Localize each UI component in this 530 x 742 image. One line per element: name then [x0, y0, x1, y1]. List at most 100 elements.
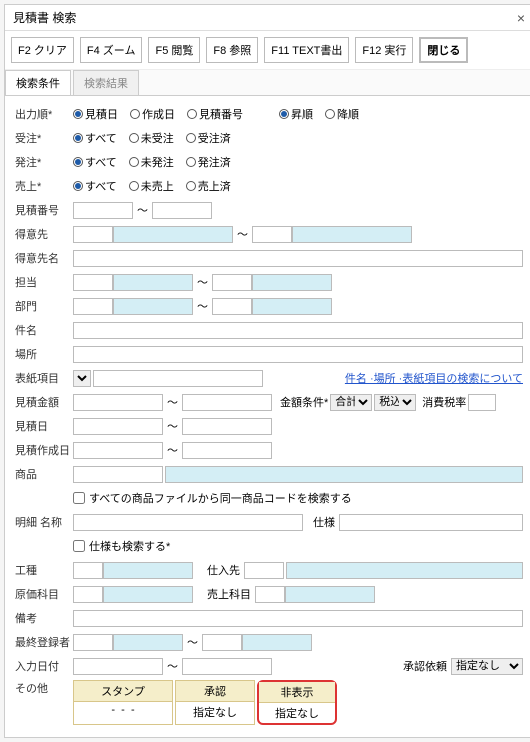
hyoshi-input[interactable]	[93, 370, 263, 387]
est-no-to[interactable]	[152, 202, 212, 219]
tokui-name-from[interactable]	[113, 226, 233, 243]
label-order: 受注*	[15, 130, 73, 146]
koshu-code[interactable]	[73, 562, 103, 579]
amount-cond2[interactable]: 税込	[374, 394, 416, 411]
radio-uri-done[interactable]: 売上済	[186, 178, 231, 194]
radio-order-not[interactable]: 未受注	[129, 130, 174, 146]
f11-text-button[interactable]: F11 TEXT書出	[264, 37, 349, 63]
label-shiyou: 仕様	[313, 514, 335, 530]
check-all-files[interactable]: すべての商品ファイルから同一商品コードを検索する	[73, 490, 352, 506]
radio-estimate-date[interactable]: 見積日	[73, 106, 118, 122]
lastreg-from-name[interactable]	[113, 634, 183, 651]
basho-input[interactable]	[73, 346, 523, 363]
lastreg-from-code[interactable]	[73, 634, 113, 651]
label-hajime: 発注*	[15, 154, 73, 170]
radio-order-all[interactable]: すべて	[73, 130, 117, 146]
bumon-name-from[interactable]	[113, 298, 193, 315]
radio-estimate-no[interactable]: 見積番号	[187, 106, 243, 122]
shiire-name[interactable]	[286, 562, 523, 579]
detail-name-input[interactable]	[73, 514, 303, 531]
radio-haj-not[interactable]: 未発注	[129, 154, 174, 170]
label-genka: 原価科目	[15, 586, 73, 602]
f2-clear-button[interactable]: F2 クリア	[11, 37, 74, 63]
f4-zoom-button[interactable]: F4 ズーム	[80, 37, 143, 63]
biko-input[interactable]	[73, 610, 523, 627]
tanto-name-to[interactable]	[252, 274, 332, 291]
product-code[interactable]	[73, 466, 163, 483]
created-from[interactable]	[73, 442, 163, 459]
label-tokui-name: 得意先名	[15, 250, 73, 266]
lastreg-to-name[interactable]	[242, 634, 312, 651]
tokui-name-input[interactable]	[73, 250, 523, 267]
label-output-order: 出力順*	[15, 106, 73, 122]
label-basho: 場所	[15, 346, 73, 362]
est-date-from[interactable]	[73, 418, 163, 435]
other-approval[interactable]: 承認 指定なし	[175, 680, 255, 725]
f5-browse-button[interactable]: F5 閲覧	[148, 37, 200, 63]
lastreg-to-code[interactable]	[202, 634, 242, 651]
check-shiyou[interactable]: 仕様も検索する*	[73, 538, 170, 554]
label-last-reg: 最終登録者	[15, 634, 73, 650]
close-button[interactable]: 閉じる	[419, 37, 468, 63]
amount-cond1[interactable]: 合計	[330, 394, 372, 411]
est-date-to[interactable]	[182, 418, 272, 435]
radio-haj-done[interactable]: 発注済	[186, 154, 231, 170]
tanto-code-from[interactable]	[73, 274, 113, 291]
tanto-code-to[interactable]	[212, 274, 252, 291]
kenmei-input[interactable]	[73, 322, 523, 339]
radio-order-done[interactable]: 受注済	[186, 130, 231, 146]
other-stamp: スタンプ - - -	[73, 680, 173, 725]
radio-desc[interactable]: 降順	[325, 106, 359, 122]
shiire-code[interactable]	[244, 562, 284, 579]
label-urite: 売上*	[15, 178, 73, 194]
label-kenmei: 件名	[15, 322, 73, 338]
f8-ref-button[interactable]: F8 参照	[206, 37, 258, 63]
uriage-code[interactable]	[255, 586, 285, 603]
label-approval: 承認依頼	[403, 658, 447, 674]
close-icon[interactable]: ×	[517, 10, 525, 26]
tokui-name-to[interactable]	[292, 226, 412, 243]
window-title: 見積書 検索	[13, 9, 76, 26]
tab-search-cond[interactable]: 検索条件	[5, 70, 71, 95]
hyoshi-select[interactable]	[73, 370, 91, 387]
tax-rate[interactable]	[468, 394, 496, 411]
est-no-from[interactable]	[73, 202, 133, 219]
amount-to[interactable]	[182, 394, 272, 411]
radio-uri-not[interactable]: 未売上	[129, 178, 174, 194]
radio-haj-all[interactable]: すべて	[73, 154, 117, 170]
input-date-from[interactable]	[73, 658, 163, 675]
label-est-date: 見積日	[15, 418, 73, 434]
radio-created-date[interactable]: 作成日	[130, 106, 175, 122]
label-est-no: 見積番号	[15, 202, 73, 218]
uriage-name[interactable]	[285, 586, 375, 603]
genka-code[interactable]	[73, 586, 103, 603]
label-amount: 見積金額	[15, 394, 73, 410]
bumon-name-to[interactable]	[252, 298, 332, 315]
amount-from[interactable]	[73, 394, 163, 411]
product-name[interactable]	[165, 466, 523, 483]
approval-select[interactable]: 指定なし	[451, 658, 523, 675]
bumon-code-to[interactable]	[212, 298, 252, 315]
label-input-date: 入力日付	[15, 658, 73, 674]
tab-search-result[interactable]: 検索結果	[73, 70, 139, 95]
label-bumon: 部門	[15, 298, 73, 314]
koshu-name[interactable]	[103, 562, 193, 579]
radio-asc[interactable]: 昇順	[279, 106, 313, 122]
label-detail-name: 明細 名称	[15, 514, 73, 530]
label-created-date: 見積作成日	[15, 442, 73, 458]
f12-exec-button[interactable]: F12 実行	[355, 37, 413, 63]
tanto-name-from[interactable]	[113, 274, 193, 291]
label-koshu: 工種	[15, 562, 73, 578]
tokui-code-to[interactable]	[252, 226, 292, 243]
tokui-code-from[interactable]	[73, 226, 113, 243]
bumon-code-from[interactable]	[73, 298, 113, 315]
label-product: 商品	[15, 466, 73, 482]
genka-name[interactable]	[103, 586, 193, 603]
other-hidden[interactable]: 非表示 指定なし	[257, 680, 337, 725]
shiyou-input[interactable]	[339, 514, 523, 531]
search-help-link[interactable]: 件名 ·場所 ·表紙項目の検索について	[345, 370, 523, 386]
input-date-to[interactable]	[182, 658, 272, 675]
radio-uri-all[interactable]: すべて	[73, 178, 117, 194]
label-uriage-k: 売上科目	[207, 586, 251, 602]
created-to[interactable]	[182, 442, 272, 459]
